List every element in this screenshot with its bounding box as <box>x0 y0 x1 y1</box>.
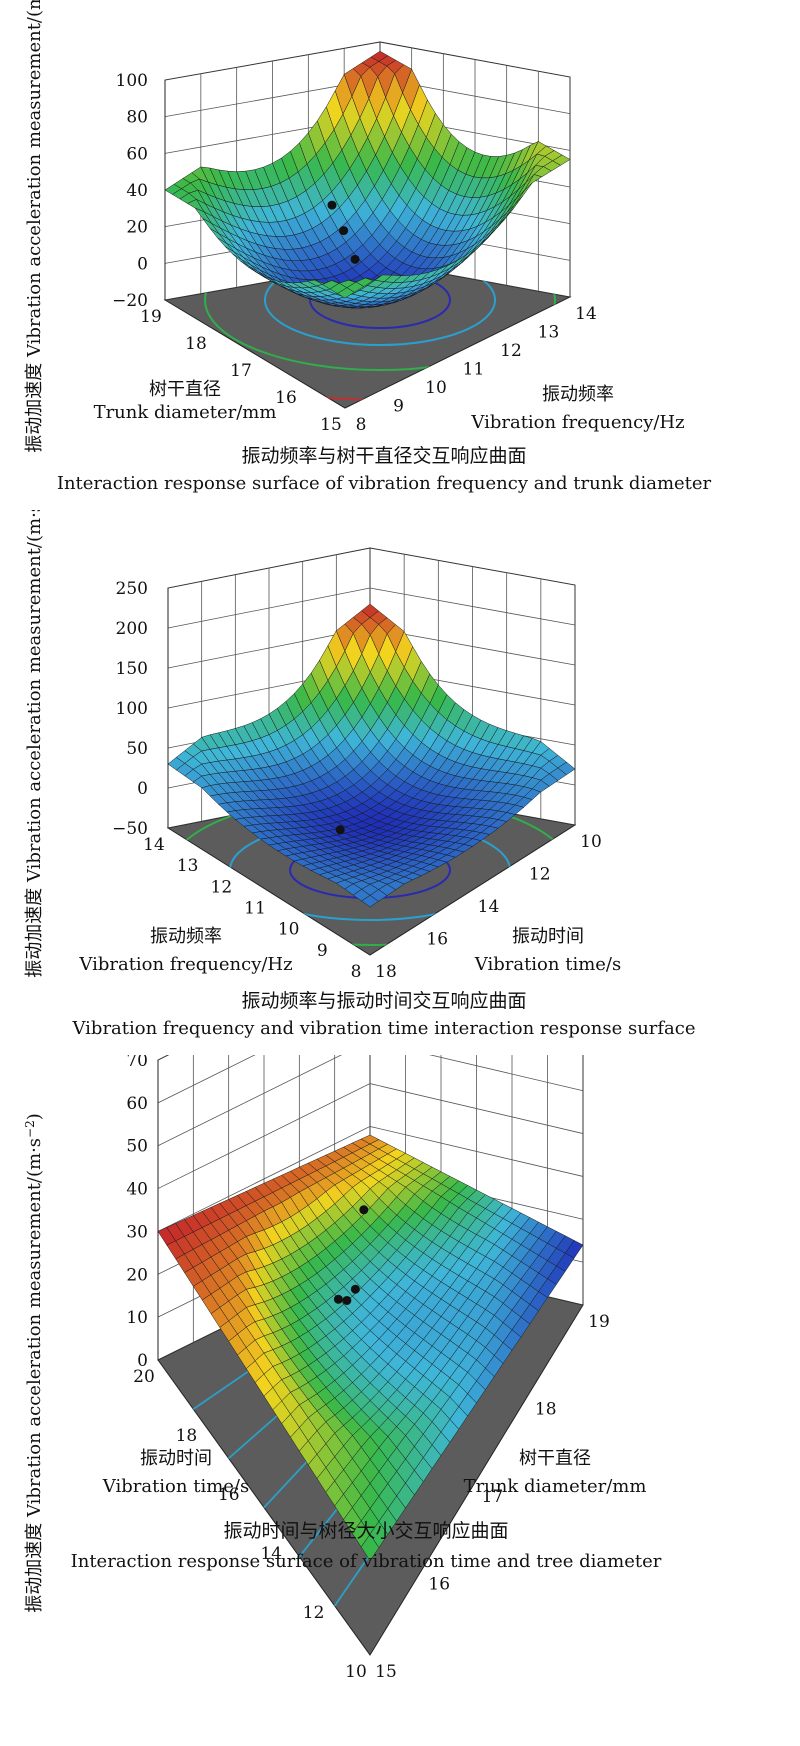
data-point <box>342 1296 351 1305</box>
left-axis-tick-label: 17 <box>230 361 252 381</box>
caption-cn: 振动时间与树径大小交互响应曲面 <box>223 1520 508 1542</box>
left-axis-label-en: Vibration frequency/Hz <box>78 954 292 975</box>
z-tick-label: 0 <box>137 254 148 274</box>
right-axis-label-cn: 振动时间 <box>512 926 584 947</box>
data-point <box>339 226 348 235</box>
left-axis-label-en: Vibration time/s <box>102 1476 249 1497</box>
left-axis-tick-label: 18 <box>176 1426 198 1446</box>
left-axis-tick-label: 18 <box>185 334 207 354</box>
data-point <box>351 1285 360 1294</box>
data-point <box>359 1205 368 1214</box>
right-axis-label-cn: 树干直径 <box>519 1448 591 1469</box>
left-axis-tick-label: 12 <box>211 877 233 897</box>
right-axis-tick-label: 16 <box>428 1575 450 1595</box>
data-point <box>328 201 337 210</box>
left-axis-label-cn: 振动时间 <box>140 1448 212 1469</box>
left-axis-tick-label: 10 <box>345 1662 367 1682</box>
z-tick-label: 150 <box>116 659 148 679</box>
left-axis-tick-label: 16 <box>275 388 297 408</box>
data-point <box>351 255 360 264</box>
z-axis-label-close: ) <box>24 1113 45 1120</box>
z-tick-label: 20 <box>126 218 148 238</box>
z-axis-label-cn: 振动加速度 <box>24 1517 45 1613</box>
left-axis-tick-label: 15 <box>320 415 342 435</box>
left-axis-tick-label: 12 <box>303 1603 325 1623</box>
left-axis-tick-label: 19 <box>140 307 162 327</box>
caption-cn: 振动频率与振动时间交互响应曲面 <box>241 990 526 1012</box>
z-axis-label: 振动加速度 Vibration acceleration measurement… <box>23 0 45 453</box>
z-axis-label-sup: −2 <box>23 1120 37 1138</box>
z-tick-label: 200 <box>116 619 148 639</box>
right-axis-tick-label: 15 <box>375 1662 397 1682</box>
z-tick-label: 50 <box>126 1137 148 1157</box>
right-axis-label-en: Vibration frequency/Hz <box>470 412 684 433</box>
right-axis-tick-label: 18 <box>535 1400 557 1420</box>
z-tick-label: 20 <box>126 1265 148 1285</box>
z-tick-label: 70 <box>126 1055 148 1071</box>
right-axis-tick-label: 13 <box>538 323 560 343</box>
right-axis-label-cn: 振动频率 <box>542 384 614 405</box>
z-axis-label-en: Vibration acceleration measurement/(m·s <box>24 1138 45 1518</box>
caption-en: Vibration frequency and vibration time i… <box>71 1018 695 1039</box>
right-axis-tick-label: 18 <box>375 962 397 982</box>
z-axis-label-en: Vibration acceleration measurement/(m·s <box>24 0 45 358</box>
data-point <box>336 825 345 834</box>
z-tick-label: 100 <box>116 699 148 719</box>
z-tick-label: 80 <box>126 108 148 128</box>
left-axis-tick-label: 10 <box>278 920 300 940</box>
z-tick-label: 40 <box>126 181 148 201</box>
left-axis-tick-label: 14 <box>143 835 165 855</box>
caption-en: Interaction response surface of vibratio… <box>71 1551 662 1572</box>
z-tick-label: 0 <box>137 779 148 799</box>
z-axis-label-cn: 振动加速度 <box>24 882 45 978</box>
z-tick-label: 100 <box>116 71 148 91</box>
left-axis-label-en: Trunk diameter/mm <box>94 402 277 423</box>
caption-cn: 振动频率与树干直径交互响应曲面 <box>241 445 526 467</box>
left-axis-tick-label: 20 <box>133 1367 155 1387</box>
z-tick-label: 60 <box>126 144 148 164</box>
right-axis-tick-label: 12 <box>500 341 522 361</box>
right-axis-tick-label: 10 <box>580 832 602 852</box>
left-axis-tick-label: 9 <box>317 941 328 961</box>
right-axis-tick-label: 10 <box>425 378 447 398</box>
right-axis-tick-label: 16 <box>426 930 448 950</box>
left-axis-tick-label: 11 <box>244 899 266 919</box>
right-axis-label-en: Trunk diameter/mm <box>464 1476 647 1497</box>
right-axis-tick-label: 12 <box>529 865 551 885</box>
z-tick-label: 50 <box>126 739 148 759</box>
right-axis-tick-label: 14 <box>575 304 597 324</box>
z-axis-label: 振动加速度 Vibration acceleration measurement… <box>23 1113 45 1613</box>
left-axis-label-cn: 振动频率 <box>150 926 222 947</box>
right-axis-tick-label: 14 <box>478 897 500 917</box>
z-axis-label-cn: 振动加速度 <box>24 357 45 453</box>
right-axis-tick-label: 8 <box>356 415 367 435</box>
data-point <box>334 1295 343 1304</box>
left-axis-tick-label: 8 <box>351 962 362 982</box>
z-tick-label: 30 <box>126 1222 148 1242</box>
z-axis-label-en: Vibration acceleration measurement/(m·s <box>24 510 45 883</box>
right-axis-tick-label: 11 <box>463 360 485 380</box>
caption-en: Interaction response surface of vibratio… <box>57 473 712 494</box>
right-axis-tick-label: 9 <box>393 397 404 417</box>
left-axis-tick-label: 13 <box>177 856 199 876</box>
z-tick-label: 10 <box>126 1308 148 1328</box>
z-axis-label: 振动加速度 Vibration acceleration measurement… <box>23 510 45 978</box>
z-tick-label: 60 <box>126 1094 148 1114</box>
z-tick-label: 40 <box>126 1180 148 1200</box>
right-axis-tick-label: 19 <box>588 1312 610 1332</box>
left-axis-label-cn: 树干直径 <box>149 379 221 400</box>
z-tick-label: 250 <box>116 579 148 599</box>
right-axis-label-en: Vibration time/s <box>474 954 621 975</box>
